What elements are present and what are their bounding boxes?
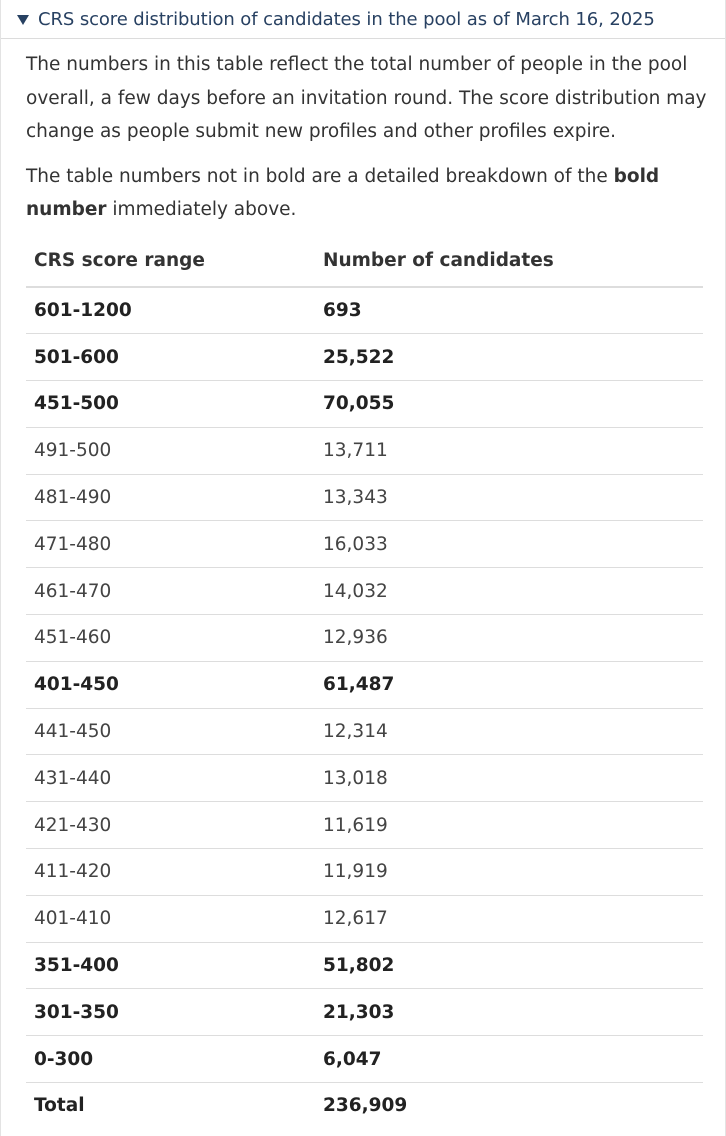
table-row: 501-600 25,522	[26, 333, 703, 382]
table-row: 411-420 11,919	[26, 848, 703, 896]
candidate-count-cell: 61,487	[315, 661, 703, 709]
table-row: 421-430 11,619	[26, 801, 703, 850]
breakdown-note-paragraph: The table numbers not in bold are a deta…	[26, 160, 709, 227]
score-range-cell: 431-440	[26, 754, 315, 803]
score-range-cell: 301-350	[26, 988, 315, 1037]
candidate-count-cell: 21,303	[315, 988, 703, 1037]
table-row: 491-500 13,711	[26, 427, 703, 475]
score-range-cell: 481-490	[26, 474, 315, 522]
candidate-count-cell: 12,314	[315, 708, 703, 756]
table-body: 601-1200 693 501-600 25,522 451-500 70,055 491…	[26, 286, 703, 1129]
table-row: 461-470 14,032	[26, 567, 703, 616]
score-range-cell: 501-600	[26, 333, 315, 382]
candidate-count-cell: 12,617	[315, 895, 703, 943]
score-range-cell: 0-300	[26, 1035, 315, 1084]
candidate-count-cell: 25,522	[315, 333, 703, 382]
score-range-cell: 351-400	[26, 942, 315, 990]
table-row: 451-460 12,936	[26, 614, 703, 662]
candidate-count-cell: 14,032	[315, 567, 703, 616]
score-range-cell: 401-410	[26, 895, 315, 943]
table-row: 351-400 51,802	[26, 942, 703, 990]
table-row: 431-440 13,018	[26, 754, 703, 803]
candidate-count-cell: 13,343	[315, 474, 703, 522]
breakdown-note-text-start: The table numbers not in bold are a deta…	[26, 165, 614, 187]
details-summary-toggle[interactable]: CRS score distribution of candidates in …	[1, 0, 725, 39]
intro-paragraph: The numbers in this table reflect the to…	[26, 54, 707, 142]
table-row: 301-350 21,303	[26, 988, 703, 1037]
table-row: 481-490 13,343	[26, 474, 703, 522]
column-header-candidates: Number of candidates	[315, 235, 703, 288]
table-total-row: Total 236,909	[26, 1083, 703, 1129]
breakdown-note-text-end: immediately above.	[106, 199, 297, 220]
score-range-cell: 601-1200	[26, 286, 315, 335]
candidate-count-cell: 13,711	[315, 427, 703, 475]
score-range-cell: 451-500	[26, 380, 315, 428]
score-range-cell: Total	[34, 1095, 85, 1117]
table-row: 401-450 61,487	[26, 661, 703, 709]
column-header-score-range: CRS score range	[26, 235, 315, 288]
breakdown-note-bold: bold number	[26, 165, 660, 221]
candidate-count-cell: 11,619	[315, 801, 703, 850]
candidate-count-cell: 693	[315, 286, 703, 335]
score-range-cell: 471-480	[26, 520, 315, 569]
table-row: 451-500 70,055	[26, 380, 703, 428]
details-content: The numbers in this table reflect the to…	[1, 39, 725, 1129]
candidate-count-cell: 51,802	[315, 942, 703, 990]
table-row: 441-450 12,314	[26, 708, 703, 756]
score-range-cell: 441-450	[26, 708, 315, 756]
candidate-count-cell: 11,919	[315, 848, 703, 896]
candidate-count-cell: 13,018	[315, 754, 703, 803]
table-header-row: CRS score range Number of candidates	[26, 235, 703, 288]
crs-distribution-table: CRS score range Number of candidates 601…	[26, 235, 703, 1129]
candidate-count-cell: 12,936	[315, 614, 703, 662]
candidate-count-cell: 16,033	[315, 520, 703, 569]
table-row: 401-410 12,617	[26, 895, 703, 943]
table-row: 601-1200 693	[26, 286, 703, 335]
score-range-cell: 421-430	[26, 801, 315, 850]
candidate-count-cell: 236,909	[323, 1095, 408, 1117]
score-range-cell: 491-500	[26, 427, 315, 475]
expanded-triangle-icon	[17, 14, 29, 25]
candidate-count-cell: 6,047	[315, 1035, 703, 1084]
score-range-cell: 461-470	[26, 567, 315, 616]
candidate-count-cell: 70,055	[315, 380, 703, 428]
details-summary-title: CRS score distribution of candidates in …	[38, 8, 655, 30]
score-range-cell: 401-450	[26, 661, 315, 709]
score-range-cell: 411-420	[26, 848, 315, 896]
score-range-cell: 451-460	[26, 614, 315, 662]
table-row: 471-480 16,033	[26, 520, 703, 569]
table-row: 0-300 6,047	[26, 1035, 703, 1084]
